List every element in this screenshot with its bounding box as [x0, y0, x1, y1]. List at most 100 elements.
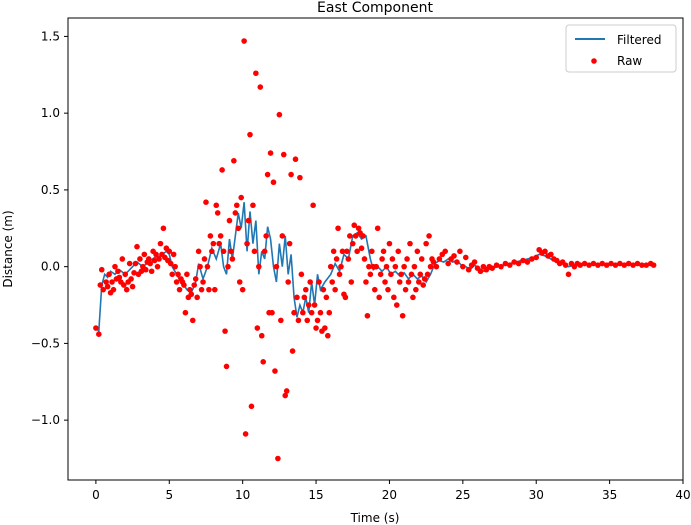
raw-point [396, 279, 403, 285]
raw-point [257, 84, 264, 90]
raw-point [209, 248, 215, 255]
raw-point [232, 210, 239, 216]
raw-point [308, 309, 315, 316]
raw-point [116, 274, 123, 281]
raw-point [273, 263, 280, 270]
raw-point [427, 263, 434, 270]
raw-point [348, 279, 355, 285]
x-tick-label: 40 [675, 488, 690, 502]
raw-point [145, 256, 152, 262]
raw-point [100, 286, 107, 293]
raw-point [141, 251, 148, 258]
raw-point [335, 225, 341, 232]
raw-point [223, 363, 230, 370]
raw-point [229, 256, 236, 262]
raw-point [417, 271, 424, 278]
raw-point [122, 271, 129, 278]
raw-point [298, 271, 305, 278]
raw-point [226, 217, 233, 224]
raw-point [170, 251, 177, 258]
raw-point [98, 266, 105, 273]
y-tick-label: 1.0 [41, 106, 60, 120]
raw-point [363, 279, 369, 285]
raw-point [327, 263, 334, 270]
raw-point [402, 286, 409, 293]
raw-point [302, 286, 309, 293]
raw-point [157, 240, 164, 247]
y-tick-label: −0.5 [31, 336, 60, 350]
raw-point [376, 294, 382, 301]
raw-point [197, 263, 203, 270]
raw-point [529, 256, 535, 262]
raw-point [264, 171, 271, 178]
raw-point [241, 38, 247, 44]
raw-point [379, 256, 385, 262]
raw-point [154, 263, 161, 270]
raw-point [181, 282, 187, 288]
x-tick-label: 15 [308, 488, 323, 502]
raw-point [203, 199, 209, 205]
raw-point [279, 233, 286, 239]
raw-point [565, 271, 572, 278]
raw-point [369, 248, 375, 255]
raw-point [650, 262, 657, 268]
raw-point [134, 243, 140, 250]
raw-point [198, 286, 205, 293]
raw-point [297, 174, 303, 181]
raw-point [408, 271, 415, 278]
raw-point [542, 248, 548, 255]
raw-point [442, 248, 449, 255]
raw-point [398, 271, 404, 278]
raw-point [270, 179, 277, 186]
raw-point [112, 263, 118, 270]
raw-point [371, 286, 378, 293]
raw-point [142, 266, 149, 273]
raw-point [515, 260, 522, 267]
raw-point [267, 150, 274, 156]
raw-point [239, 286, 246, 293]
raw-point [386, 240, 393, 247]
raw-point [332, 286, 338, 293]
raw-point [248, 403, 255, 410]
x-axis-label: Time (s) [350, 511, 400, 525]
x-tick-label: 20 [382, 488, 397, 502]
raw-point [156, 256, 162, 262]
raw-point [242, 431, 249, 437]
raw-point [325, 332, 331, 339]
raw-point [109, 279, 115, 285]
raw-point [201, 256, 208, 262]
raw-point [300, 309, 306, 316]
raw-point [93, 325, 99, 331]
raw-point [351, 222, 358, 229]
raw-point [493, 262, 500, 268]
raw-point [577, 262, 584, 268]
raw-point [342, 294, 349, 301]
raw-point [451, 253, 457, 259]
x-tick-label: 35 [602, 488, 617, 502]
raw-point [189, 317, 196, 324]
raw-point [172, 263, 178, 270]
raw-point [520, 257, 526, 264]
raw-point [244, 240, 250, 247]
raw-point [110, 286, 117, 293]
x-tick-label: 10 [235, 488, 250, 502]
raw-point [316, 279, 322, 285]
raw-point [148, 268, 155, 275]
raw-point [548, 251, 554, 258]
raw-point [276, 111, 283, 118]
raw-point [630, 262, 636, 268]
legend-raw-label: Raw [617, 54, 642, 68]
raw-point [311, 302, 318, 308]
y-tick-label: 0.5 [41, 183, 60, 197]
raw-point [96, 331, 102, 337]
raw-point [333, 256, 340, 262]
raw-point [344, 248, 350, 255]
raw-point [416, 279, 422, 285]
y-axis-label: Distance (m) [1, 210, 15, 287]
raw-point [254, 325, 261, 331]
raw-point [137, 256, 143, 262]
raw-point [216, 240, 222, 247]
raw-point [462, 254, 469, 261]
raw-point [385, 286, 391, 293]
raw-point [307, 279, 313, 285]
